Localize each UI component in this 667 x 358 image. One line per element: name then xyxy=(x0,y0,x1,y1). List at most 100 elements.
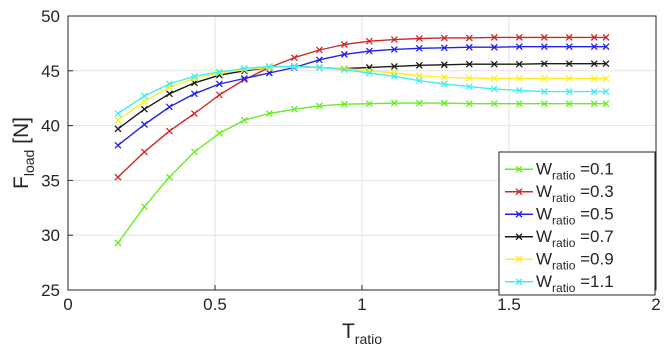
data-point xyxy=(602,43,610,51)
data-point xyxy=(165,173,173,181)
x-tick-label: 2 xyxy=(651,295,660,314)
data-point xyxy=(240,116,248,124)
data-point xyxy=(540,88,548,96)
x-tick-label: 0 xyxy=(63,295,72,314)
data-point xyxy=(602,88,610,96)
y-axis-label-sub: load xyxy=(21,150,37,176)
y-tick-label: 35 xyxy=(41,171,60,190)
legend-marker xyxy=(515,188,523,196)
data-point xyxy=(490,33,498,41)
legend-label-sub: ratio xyxy=(552,281,576,295)
data-point xyxy=(590,60,598,68)
data-point xyxy=(415,99,423,107)
data-point xyxy=(290,54,298,62)
data-point xyxy=(415,44,423,52)
data-point xyxy=(465,34,473,42)
x-tick-label: 1 xyxy=(357,295,366,314)
data-point xyxy=(440,34,448,42)
y-tick-label: 25 xyxy=(41,281,60,300)
data-point xyxy=(465,100,473,108)
legend-item: Wratio =0.1 xyxy=(505,159,614,182)
data-point xyxy=(140,148,148,156)
legend-marker xyxy=(515,255,523,263)
data-point xyxy=(465,43,473,51)
legend-item: Wratio =0.5 xyxy=(505,204,614,227)
data-point xyxy=(490,100,498,108)
y-axis-label-main: F xyxy=(10,176,33,189)
data-point xyxy=(602,100,610,108)
data-point xyxy=(114,239,122,247)
data-point xyxy=(215,129,223,137)
data-point xyxy=(490,75,498,82)
data-point xyxy=(590,33,598,41)
data-point xyxy=(215,68,223,76)
series-5 xyxy=(114,62,610,118)
data-point xyxy=(265,110,273,118)
data-point xyxy=(290,62,298,70)
tick-labels: 0 0.5 1 1.5 2 25 30 35 40 45 50 xyxy=(41,7,661,314)
legend-label: Wratio =0.9 xyxy=(536,249,614,272)
data-point xyxy=(590,88,598,96)
data-point xyxy=(490,60,498,68)
data-point xyxy=(390,99,398,107)
data-point xyxy=(114,110,122,118)
legend-label-suffix: =0.9 xyxy=(575,249,613,268)
series-layer xyxy=(114,33,610,247)
data-point xyxy=(390,62,398,70)
data-point xyxy=(365,37,373,45)
data-point xyxy=(290,105,298,113)
data-point xyxy=(515,100,523,108)
data-point xyxy=(565,100,573,108)
legend-marker xyxy=(515,278,523,286)
data-point xyxy=(540,100,548,108)
data-point xyxy=(602,75,610,82)
data-point xyxy=(114,125,122,133)
data-point xyxy=(565,33,573,41)
y-tick-label: 40 xyxy=(41,117,60,136)
legend-label-sub: ratio xyxy=(552,258,576,272)
legend-label-main: W xyxy=(536,272,552,291)
legend-label-sub: ratio xyxy=(552,168,576,182)
x-axis-label-main: T xyxy=(342,320,355,343)
data-point xyxy=(590,100,598,108)
data-point xyxy=(602,33,610,41)
legend-box xyxy=(498,151,656,296)
legend-label-main: W xyxy=(536,249,552,268)
data-point xyxy=(565,88,573,96)
legend-label: Wratio =0.5 xyxy=(536,204,614,227)
y-axis-label-suffix: [N] xyxy=(10,117,33,150)
data-point xyxy=(415,77,423,85)
data-point xyxy=(365,100,373,108)
data-point xyxy=(190,72,198,80)
data-point xyxy=(165,90,173,98)
legend-item: Wratio =1.1 xyxy=(505,272,614,295)
y-tick-label: 30 xyxy=(41,226,60,245)
series-4 xyxy=(114,63,610,124)
data-point xyxy=(215,80,223,88)
data-point xyxy=(190,90,198,98)
data-point xyxy=(440,61,448,69)
data-point xyxy=(340,50,348,58)
data-point xyxy=(515,60,523,68)
data-point xyxy=(140,105,148,113)
legend-label-main: W xyxy=(536,182,552,201)
legend-label: Wratio =0.3 xyxy=(536,182,614,205)
data-point xyxy=(165,127,173,135)
data-point xyxy=(114,141,122,149)
data-point xyxy=(540,33,548,41)
legend-label-sub: ratio xyxy=(552,213,576,227)
legend-label-main: W xyxy=(536,204,552,223)
data-point xyxy=(114,116,122,124)
data-point xyxy=(515,87,523,94)
legend-item: Wratio =0.7 xyxy=(505,227,614,250)
x-tick-label: 1.5 xyxy=(497,295,521,314)
data-point xyxy=(340,100,348,108)
y-axis-label: Fload [N] xyxy=(10,117,37,189)
legend-label-suffix: =0.7 xyxy=(575,227,613,246)
data-point xyxy=(340,41,348,48)
data-point xyxy=(140,203,148,211)
data-point xyxy=(140,121,148,128)
data-point xyxy=(590,75,598,82)
